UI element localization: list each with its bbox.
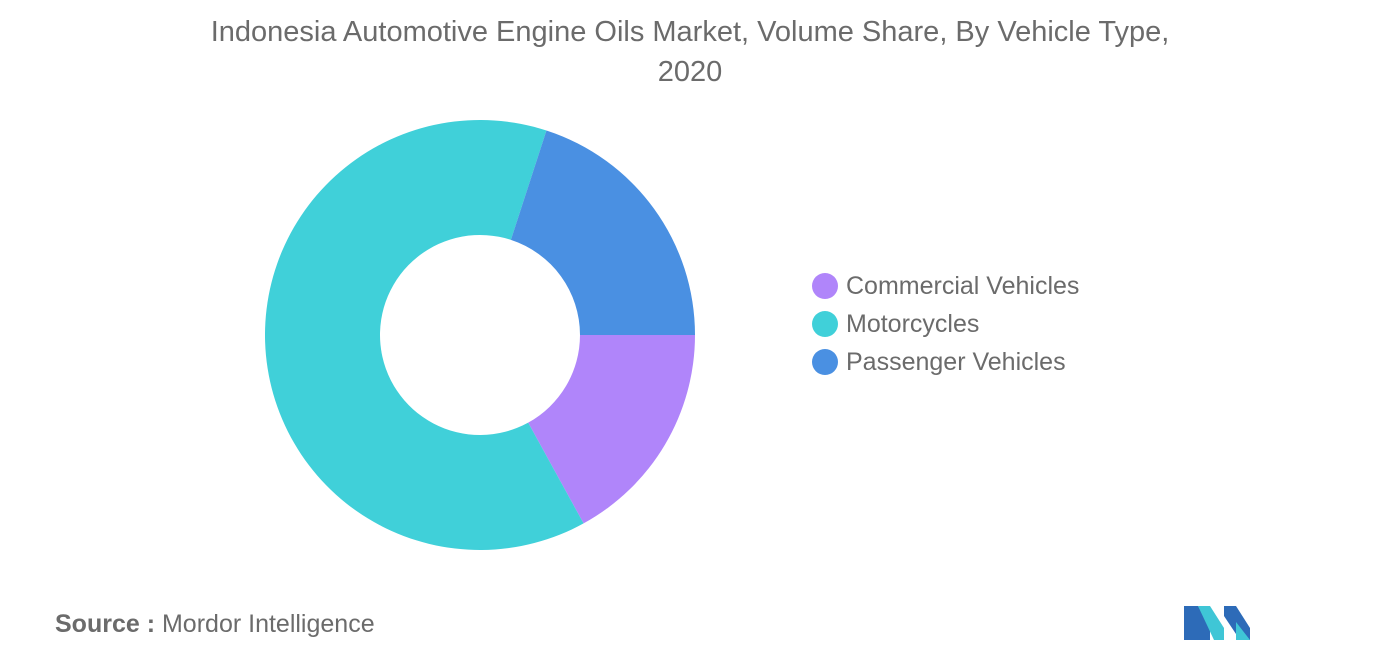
source-text: Mordor Intelligence [161, 610, 375, 638]
legend-label-motorcycles: Motorcycles [846, 309, 980, 338]
legend-swatch-commercial-vehicles [812, 273, 838, 299]
donut-slice-motorcycles [265, 119, 584, 551]
legend-swatch-passenger-vehicles [812, 349, 838, 375]
legend-label-passenger-vehicles: Passenger Vehicles [846, 347, 1066, 376]
donut-slice-commercial-vehicles [528, 335, 695, 524]
legend-item-motorcycles: Motorcycles [812, 305, 1079, 343]
chart-title-line-1: Indonesia Automotive Engine Oils Market,… [210, 16, 1170, 48]
legend-label-commercial-vehicles: Commercial Vehicles [846, 271, 1080, 300]
chart-legend: Commercial Vehicles Motorcycles Passenger … [812, 267, 1079, 381]
source-label: Source : [55, 610, 156, 638]
chart-title-line-2: 2020 [657, 56, 723, 88]
mordor-intelligence-logo-icon [1184, 606, 1250, 640]
legend-swatch-motorcycles [812, 311, 838, 337]
donut-slice-passenger-vehicles [510, 130, 695, 335]
chart-title: Indonesia Automotive Engine Oils Market,… [150, 12, 1230, 92]
legend-item-commercial-vehicles: Commercial Vehicles [812, 267, 1079, 305]
source-note: Source : Mordor Intelligence [55, 610, 375, 639]
donut-chart [265, 119, 695, 551]
legend-item-passenger-vehicles: Passenger Vehicles [812, 343, 1079, 381]
